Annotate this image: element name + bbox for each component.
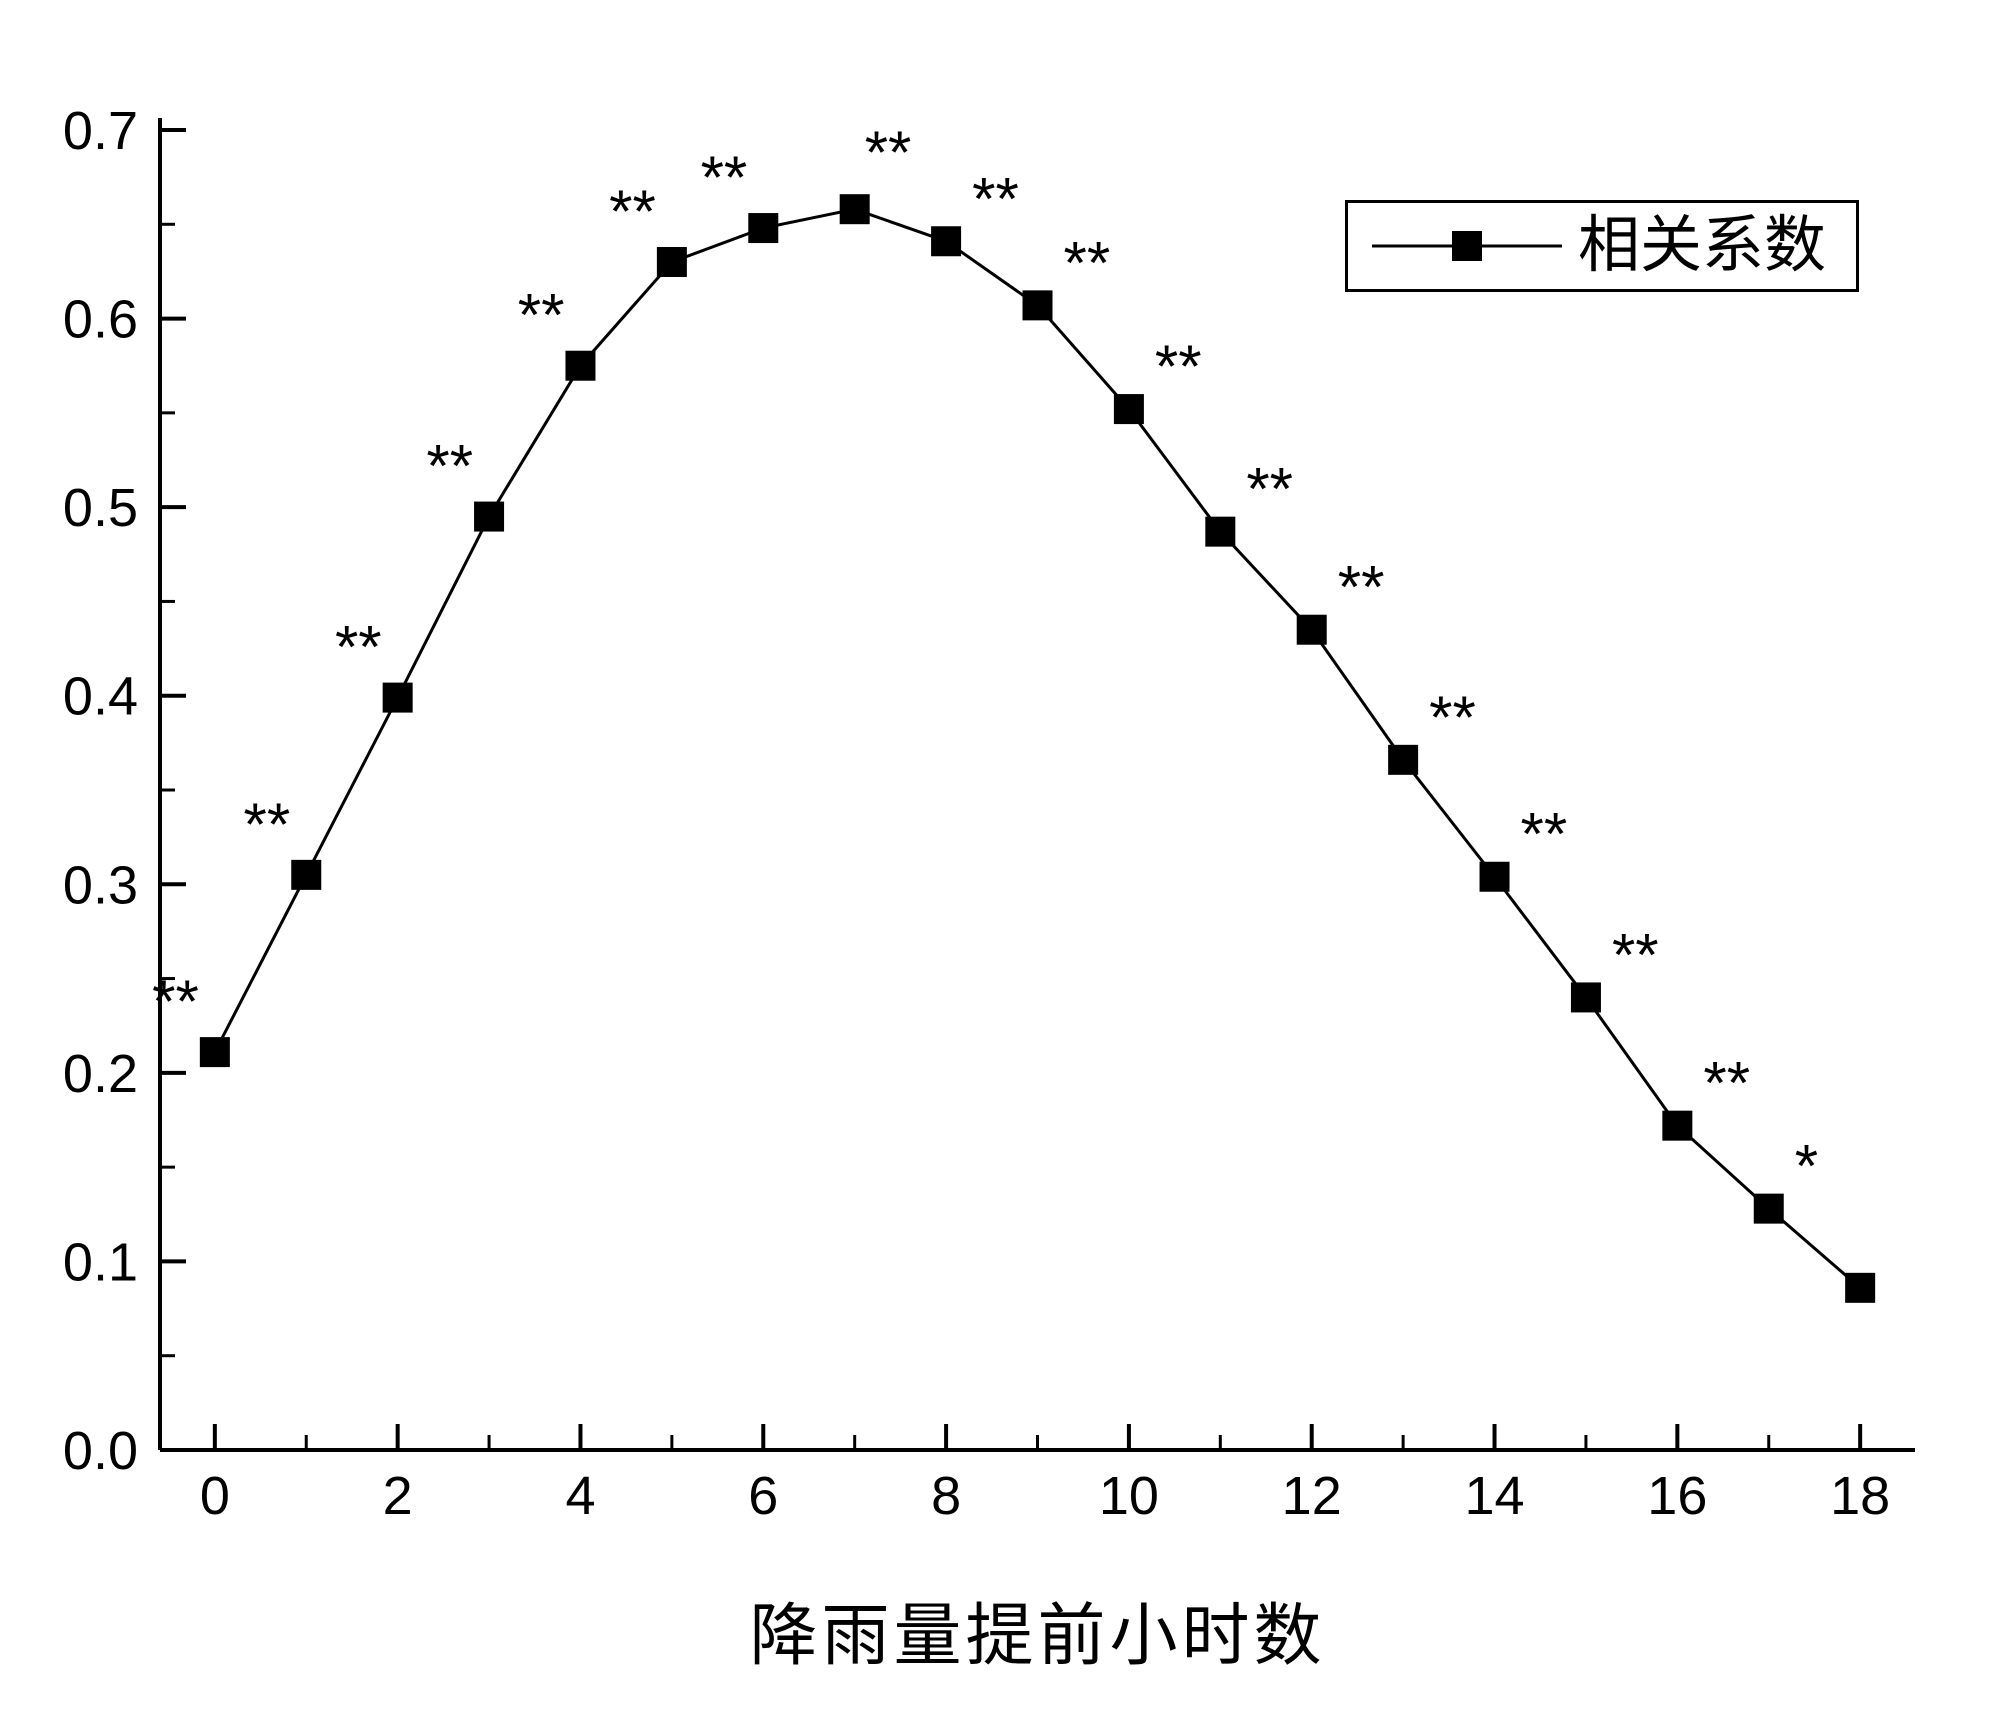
series-line	[213, 207, 1862, 1289]
svg-text:**: **	[426, 433, 473, 500]
svg-text:**: **	[609, 178, 656, 245]
svg-text:**: **	[1521, 801, 1568, 868]
svg-text:16: 16	[1647, 1466, 1707, 1526]
svg-text:*: *	[1795, 1133, 1818, 1200]
svg-text:0.5: 0.5	[63, 478, 138, 538]
legend: 相关系数	[1345, 200, 1860, 292]
svg-text:0.6: 0.6	[63, 290, 138, 350]
svg-text:4: 4	[565, 1466, 595, 1526]
svg-text:**: **	[972, 165, 1019, 232]
svg-text:**: **	[1612, 921, 1659, 988]
svg-text:0.2: 0.2	[63, 1044, 138, 1104]
svg-text:**: **	[865, 119, 912, 186]
svg-text:12: 12	[1282, 1466, 1342, 1526]
svg-text:0.1: 0.1	[63, 1232, 138, 1292]
legend-marker-icon	[1372, 231, 1562, 261]
svg-text:**: **	[1064, 229, 1111, 296]
svg-text:8: 8	[931, 1466, 961, 1526]
svg-text:**: **	[1703, 1050, 1750, 1117]
legend-label: 相关系数	[1578, 211, 1827, 280]
svg-text:0.3: 0.3	[63, 855, 138, 915]
svg-text:18: 18	[1830, 1466, 1890, 1526]
svg-text:0.7: 0.7	[63, 101, 138, 161]
svg-text:0.4: 0.4	[63, 667, 138, 727]
svg-text:0: 0	[200, 1466, 230, 1526]
svg-text:14: 14	[1464, 1466, 1524, 1526]
svg-text:**: **	[1246, 456, 1293, 523]
svg-text:**: **	[701, 144, 748, 211]
y-axis-ticks: 0.0 0.1 0.2 0.3 0.4 0.5 0.6 0.7	[63, 101, 186, 1481]
series-markers	[199, 194, 1876, 1303]
svg-text:**: **	[1429, 684, 1476, 751]
svg-text:**: **	[518, 282, 565, 349]
svg-text:**: **	[244, 791, 291, 858]
svg-text:6: 6	[748, 1466, 778, 1526]
svg-text:**: **	[1338, 554, 1385, 621]
svg-text:**: **	[335, 614, 382, 681]
x-axis-ticks: 0 2 4 6 8 10 12 14 16 18	[200, 1424, 1890, 1526]
svg-text:**: **	[152, 968, 199, 1035]
significance-labels: ************** *********************	[152, 119, 1818, 1199]
svg-text:**: **	[1155, 333, 1202, 400]
x-axis-label: 降雨量提前小时数	[749, 1598, 1326, 1674]
svg-text:2: 2	[383, 1466, 413, 1526]
svg-text:10: 10	[1099, 1466, 1159, 1526]
svg-text:0.0: 0.0	[63, 1421, 138, 1481]
